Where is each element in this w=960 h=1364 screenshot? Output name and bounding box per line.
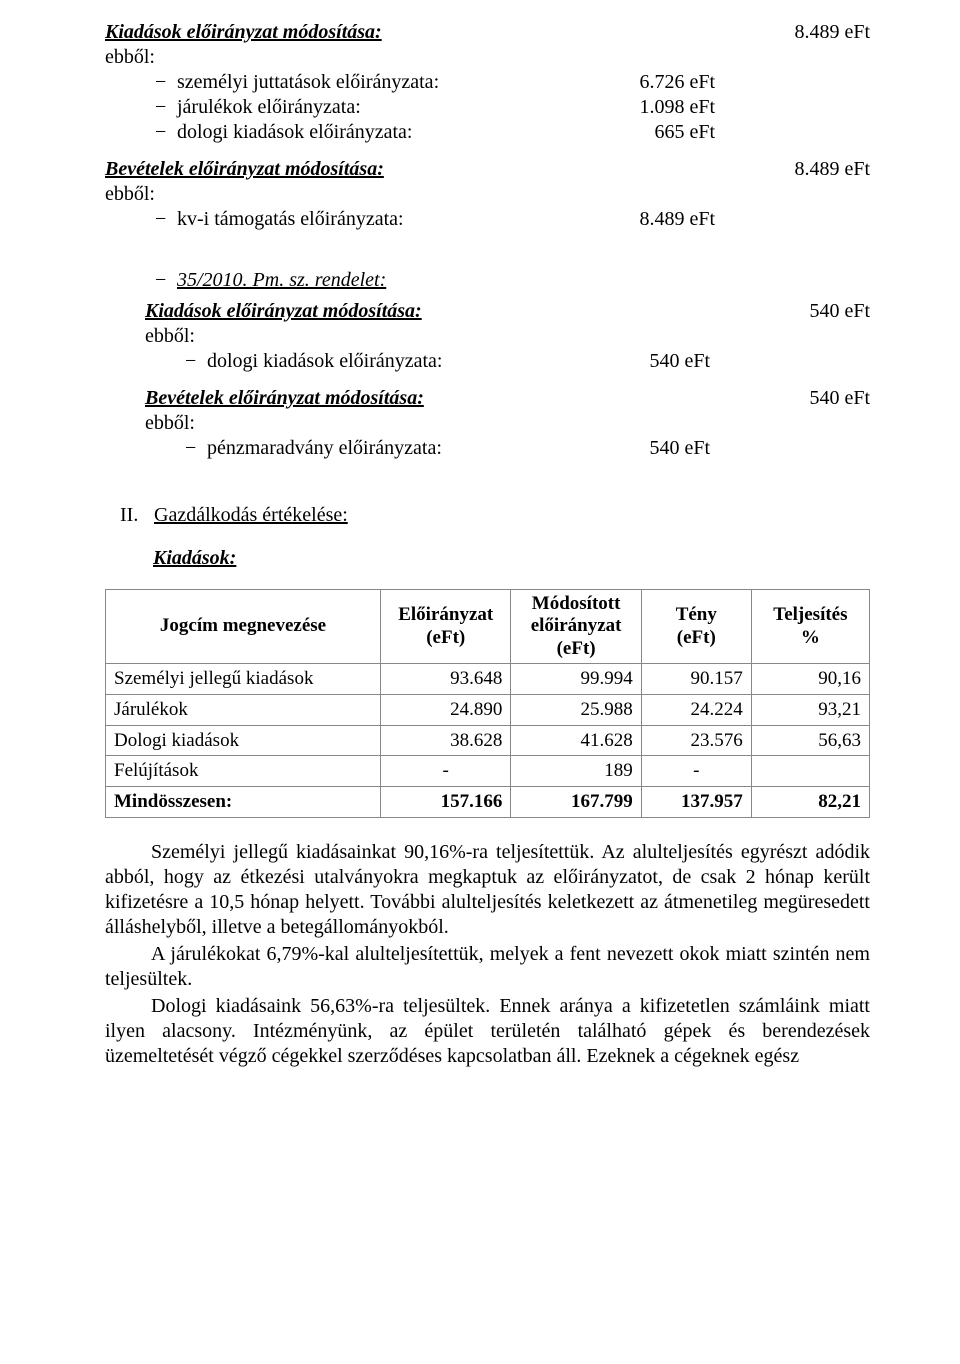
table-row: Felújítások-189- (106, 756, 870, 787)
cell-c3: 167.799 (511, 787, 641, 818)
section2-items2: −pénzmaradvány előirányzata: 540 eFt (145, 436, 870, 461)
cell-c5: 56,63 (751, 725, 869, 756)
paragraph-1: Személyi jellegű kiadásainkat 90,16%-ra … (105, 840, 870, 940)
item-value: 6.726 eFt (595, 70, 715, 95)
item-value: 1.098 eFt (595, 95, 715, 120)
col-header-teljesites: Teljesítés % (751, 590, 869, 664)
cell-c2: 38.628 (381, 725, 511, 756)
cell-name: Felújítások (106, 756, 381, 787)
kiadasok-modositasa-row: Kiadások előirányzat módosítása: 540 eFt (145, 299, 870, 324)
item-value: 540 eFt (590, 436, 710, 461)
list-item: −kv-i támogatás előirányzata: 8.489 eFt (155, 207, 870, 232)
page-root: Kiadások előirányzat módosítása: 8.489 e… (0, 0, 960, 1364)
bevetelek-modositasa-label: Bevételek előirányzat módosítása: (105, 157, 384, 182)
cell-c4: 90.157 (641, 664, 751, 695)
list-item: −dologi kiadások előirányzata: 665 eFt (155, 120, 870, 145)
section1-sub2: −kv-i támogatás előirányzata: 8.489 eFt (105, 207, 870, 232)
ebbol-text: ebből: (145, 411, 870, 436)
kiadasok-subtitle: Kiadások: (105, 546, 870, 571)
kiadasok-modositasa-label: Kiadások előirányzat módosítása: (105, 20, 382, 45)
list-item: −személyi juttatások előirányzata: 6.726… (155, 70, 870, 95)
cell-c5: 90,16 (751, 664, 869, 695)
paragraph-3: Dologi kiadásaink 56,63%-ra teljesültek.… (105, 994, 870, 1069)
item-label: dologi kiadások előirányzata: (207, 350, 442, 372)
item-label: pénzmaradvány előirányzata: (207, 437, 442, 459)
table-row: Személyi jellegű kiadások93.64899.99490.… (106, 664, 870, 695)
cell-name: Járulékok (106, 694, 381, 725)
kiadasok-modositasa-label: Kiadások előirányzat módosítása: (145, 299, 422, 324)
col-header-teny: Tény (eFt) (641, 590, 751, 664)
item-label: személyi juttatások előirányzata: (177, 71, 439, 93)
kiadasok-table: Jogcím megnevezése Előirányzat (eFt) Mód… (105, 589, 870, 818)
body-paragraphs: Személyi jellegű kiadásainkat 90,16%-ra … (105, 840, 870, 1069)
section2-items: −dologi kiadások előirányzata: 540 eFt (145, 349, 870, 374)
bevetelek-modositasa-row: Bevételek előirányzat módosítása: 540 eF… (145, 386, 870, 411)
cell-c5: 82,21 (751, 787, 869, 818)
section2-block: Kiadások előirányzat módosítása: 540 eFt… (105, 299, 870, 461)
cell-c2: 24.890 (381, 694, 511, 725)
section-ii-heading: II. Gazdálkodás értékelése: (105, 503, 870, 528)
cell-c5: 93,21 (751, 694, 869, 725)
kiadasok-modositasa-row: Kiadások előirányzat módosítása: 8.489 e… (105, 20, 870, 45)
bevetelek-modositasa-value: 540 eFt (750, 386, 870, 411)
item-label: dologi kiadások előirányzata: (177, 121, 412, 143)
cell-name: Dologi kiadások (106, 725, 381, 756)
item-label: járulékok előirányzata: (177, 96, 361, 118)
item-value: 8.489 eFt (595, 207, 715, 232)
cell-c3: 99.994 (511, 664, 641, 695)
table-header-row: Jogcím megnevezése Előirányzat (eFt) Mód… (106, 590, 870, 664)
cell-c3: 25.988 (511, 694, 641, 725)
cell-c4: 137.957 (641, 787, 751, 818)
ebbol-text: ebből: (105, 182, 870, 207)
paragraph-2: A járulékokat 6,79%-kal alulteljesítettü… (105, 942, 870, 992)
list-item: −járulékok előirányzata: 1.098 eFt (155, 95, 870, 120)
section1-items: −személyi juttatások előirányzata: 6.726… (105, 70, 870, 145)
kiadasok-modositasa-value: 8.489 eFt (750, 20, 870, 45)
table-row: Mindösszesen:157.166167.799137.95782,21 (106, 787, 870, 818)
ebbol-text: ebből: (145, 324, 870, 349)
section-ii-title: Gazdálkodás értékelése: (154, 503, 348, 528)
bevetelek-modositasa-label: Bevételek előirányzat módosítása: (145, 386, 424, 411)
cell-c2: 157.166 (381, 787, 511, 818)
cell-c4: - (641, 756, 751, 787)
item-value: 540 eFt (590, 349, 710, 374)
cell-name: Személyi jellegű kiadások (106, 664, 381, 695)
rendelet-heading-text: 35/2010. Pm. sz. rendelet: (177, 269, 386, 291)
cell-c2: - (381, 756, 511, 787)
bevetelek-modositasa-value: 8.489 eFt (750, 157, 870, 182)
cell-c4: 23.576 (641, 725, 751, 756)
cell-c4: 24.224 (641, 694, 751, 725)
list-item: −pénzmaradvány előirányzata: 540 eFt (185, 436, 870, 461)
bevetelek-modositasa-row: Bevételek előirányzat módosítása: 8.489 … (105, 157, 870, 182)
table-row: Járulékok24.89025.98824.22493,21 (106, 694, 870, 725)
item-label: kv-i támogatás előirányzata: (177, 208, 404, 230)
col-header-modositott: Módosított előirányzat (eFt) (511, 590, 641, 664)
ebbol-text: ebből: (105, 45, 870, 70)
col-header-eloiranyzat: Előirányzat (eFt) (381, 590, 511, 664)
rendelet-heading: −35/2010. Pm. sz. rendelet: (105, 268, 870, 293)
item-value: 665 eFt (595, 120, 715, 145)
cell-c5 (751, 756, 869, 787)
cell-name: Mindösszesen: (106, 787, 381, 818)
roman-numeral: II. (120, 503, 154, 528)
col-header-jogcim: Jogcím megnevezése (106, 590, 381, 664)
table-row: Dologi kiadások38.62841.62823.57656,63 (106, 725, 870, 756)
cell-c3: 41.628 (511, 725, 641, 756)
cell-c2: 93.648 (381, 664, 511, 695)
cell-c3: 189 (511, 756, 641, 787)
kiadasok-modositasa-value: 540 eFt (750, 299, 870, 324)
list-item: −dologi kiadások előirányzata: 540 eFt (185, 349, 870, 374)
